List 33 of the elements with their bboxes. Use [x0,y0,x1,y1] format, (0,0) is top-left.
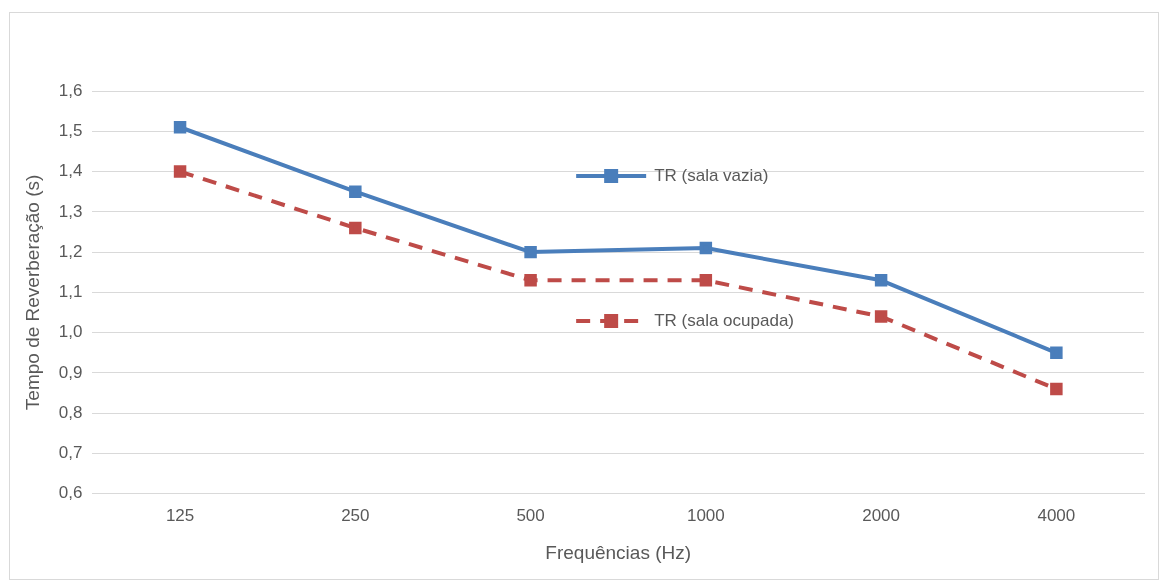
y-tick-label: 1,2 [58,241,83,261]
x-tick-label: 1000 [686,505,725,525]
y-tick-label: 0,8 [58,402,83,422]
legend-label: TR (sala ocupada) [654,310,794,330]
point [349,185,362,198]
point [1050,346,1063,360]
x-axis-title: Frequências (Hz) [545,541,692,563]
point [874,310,888,323]
point [524,245,537,259]
x-tick-label: 500 [516,505,545,525]
point [173,121,187,134]
x-tick-label: 2000 [862,505,901,525]
y-tick-label: 0,7 [58,443,83,463]
y-tick-label: 0,9 [58,362,83,382]
point [874,274,888,287]
y-tick-label: 1,5 [58,120,83,140]
x-tick-label: 4000 [1037,505,1076,525]
y-axis-title: Tempo de Reverberação (s) [21,174,43,411]
x-tick-label: 125 [165,505,195,525]
point [349,221,362,235]
y-tick-label: 1,1 [58,282,83,302]
y-tick-label: 1,0 [58,322,83,342]
x-tick-label: 250 [341,505,370,525]
point [699,274,713,287]
point [699,241,713,255]
point [173,165,187,178]
point [1050,382,1063,396]
y-tick-label: 1,3 [58,201,83,221]
legend-label: TR (sala vazia) [654,165,769,185]
y-tick-label: 1,6 [58,80,83,100]
y-tick-label: 0,6 [58,483,83,503]
point [524,274,537,287]
y-tick-label: 1,4 [58,161,83,181]
